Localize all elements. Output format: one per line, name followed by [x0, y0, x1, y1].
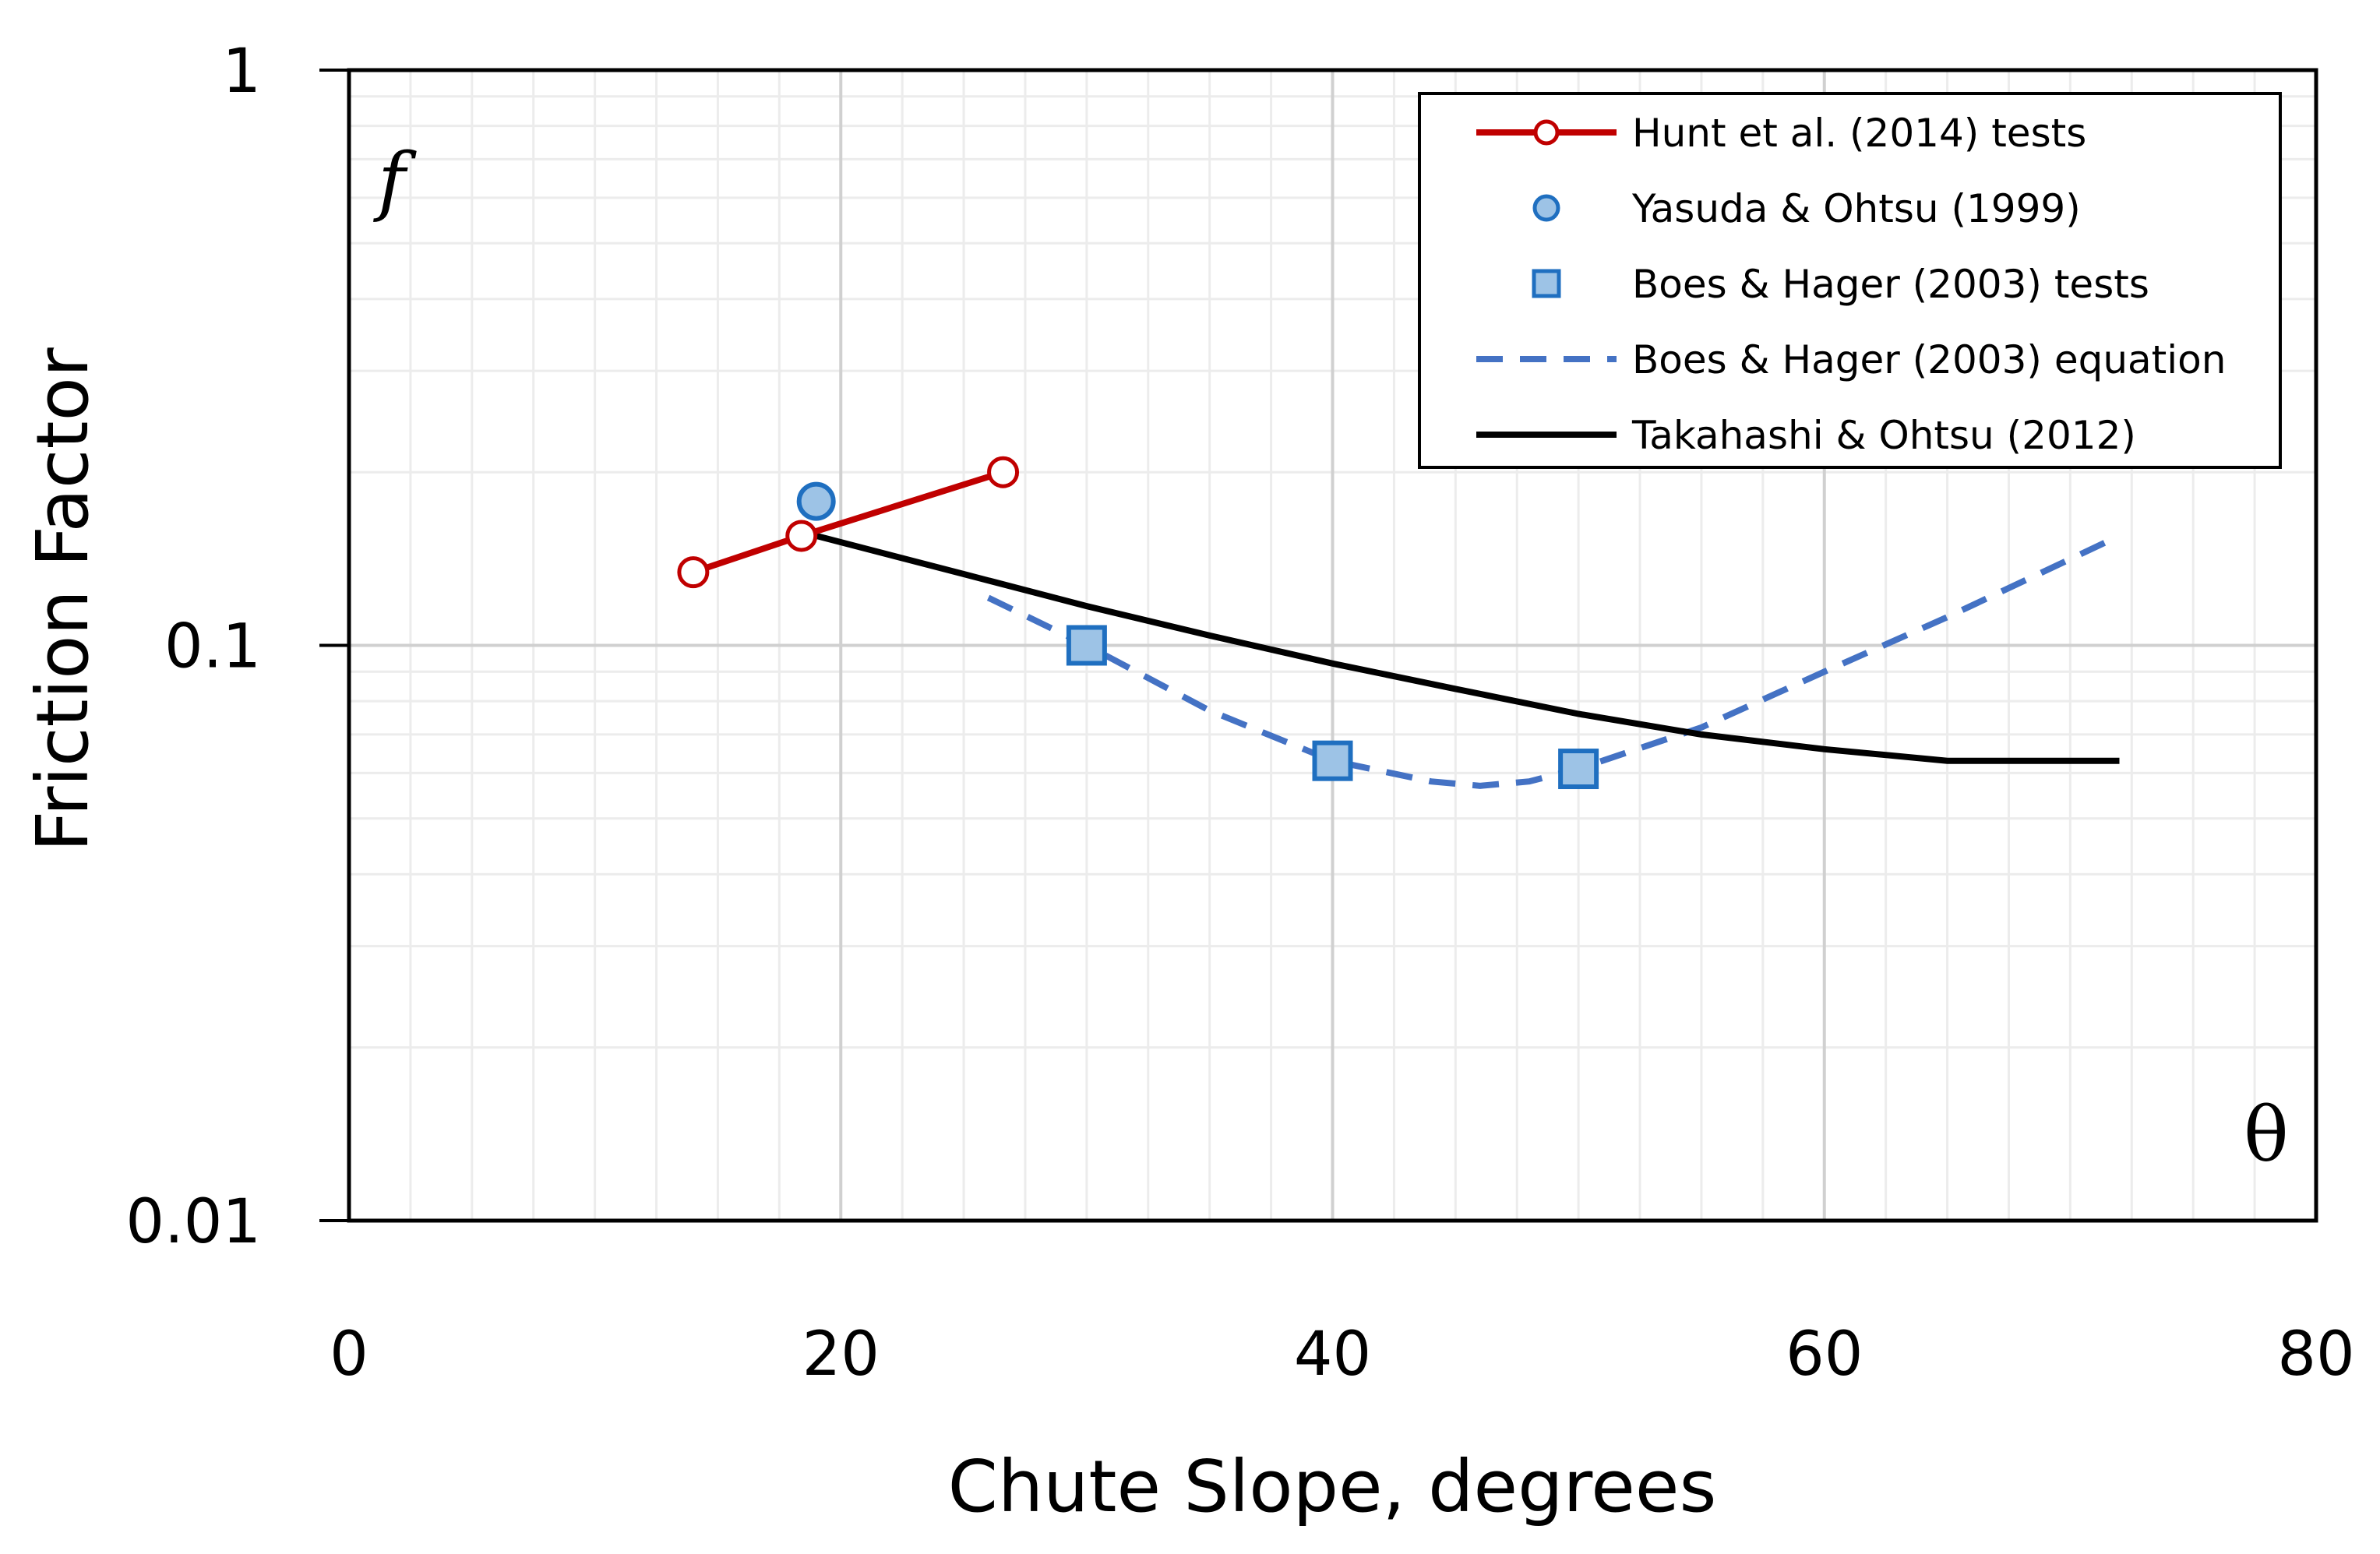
x-tick-label: 40 — [1294, 1320, 1371, 1390]
legend-label: Yasuda & Ohtsu (1999) — [1631, 186, 2081, 231]
legend-entry: Hunt et al. (2014) tests — [1476, 111, 2086, 156]
x-symbol: θ — [2244, 1091, 2289, 1179]
legend-symbol-marker — [1533, 119, 1560, 146]
y-tick-label: 0.01 — [125, 1187, 261, 1257]
hunt-tests-point — [785, 520, 818, 552]
x-tick-label: 20 — [802, 1320, 880, 1390]
tick-labels: 0 20 40 60 80 0.01 0.1 1 — [125, 37, 2354, 1390]
legend-entry: Yasuda & Ohtsu (1999) — [1532, 186, 2081, 231]
x-axis-title: Chute Slope, degrees — [948, 1445, 1717, 1528]
yasuda-ohtsu-point — [796, 481, 836, 521]
legend-entry: Takahashi & Ohtsu (2012) — [1476, 413, 2136, 458]
boes-hager-equation-line — [986, 533, 2121, 789]
takahashi-ohtsu-line — [815, 533, 2120, 764]
legend: Hunt et al. (2014) tests Yasuda & Ohtsu (… — [1418, 92, 2282, 469]
x-tick-label: 80 — [2277, 1320, 2354, 1390]
legend-label: Takahashi & Ohtsu (2012) — [1631, 413, 2136, 458]
legend-entry: Boes & Hager (2003) tests — [1532, 262, 2149, 307]
hunt-tests-point — [677, 556, 710, 589]
legend-symbol-marker — [1532, 194, 1560, 222]
boes-hager-tests-point — [1312, 740, 1353, 781]
hunt-tests-point — [987, 456, 1020, 488]
legend-box — [1418, 92, 2282, 469]
series-group — [677, 456, 2121, 790]
x-tick-label: 0 — [330, 1320, 368, 1390]
boes-hager-tests-point — [1066, 625, 1107, 666]
legend-label: Boes & Hager (2003) equation — [1632, 337, 2226, 382]
x-tick-label: 60 — [1786, 1320, 1863, 1390]
legend-entry: Boes & Hager (2003) equation — [1476, 337, 2226, 382]
legend-label: Hunt et al. (2014) tests — [1632, 111, 2086, 156]
y-axis-title: Friction Factor — [21, 347, 104, 851]
y-tick-label: 0.1 — [164, 612, 261, 682]
legend-symbol-marker — [1532, 269, 1561, 298]
legend-label: Boes & Hager (2003) tests — [1632, 262, 2149, 307]
y-tick-label: 1 — [222, 37, 261, 107]
boes-hager-tests-point — [1558, 749, 1599, 790]
tick-marks — [319, 69, 349, 1222]
